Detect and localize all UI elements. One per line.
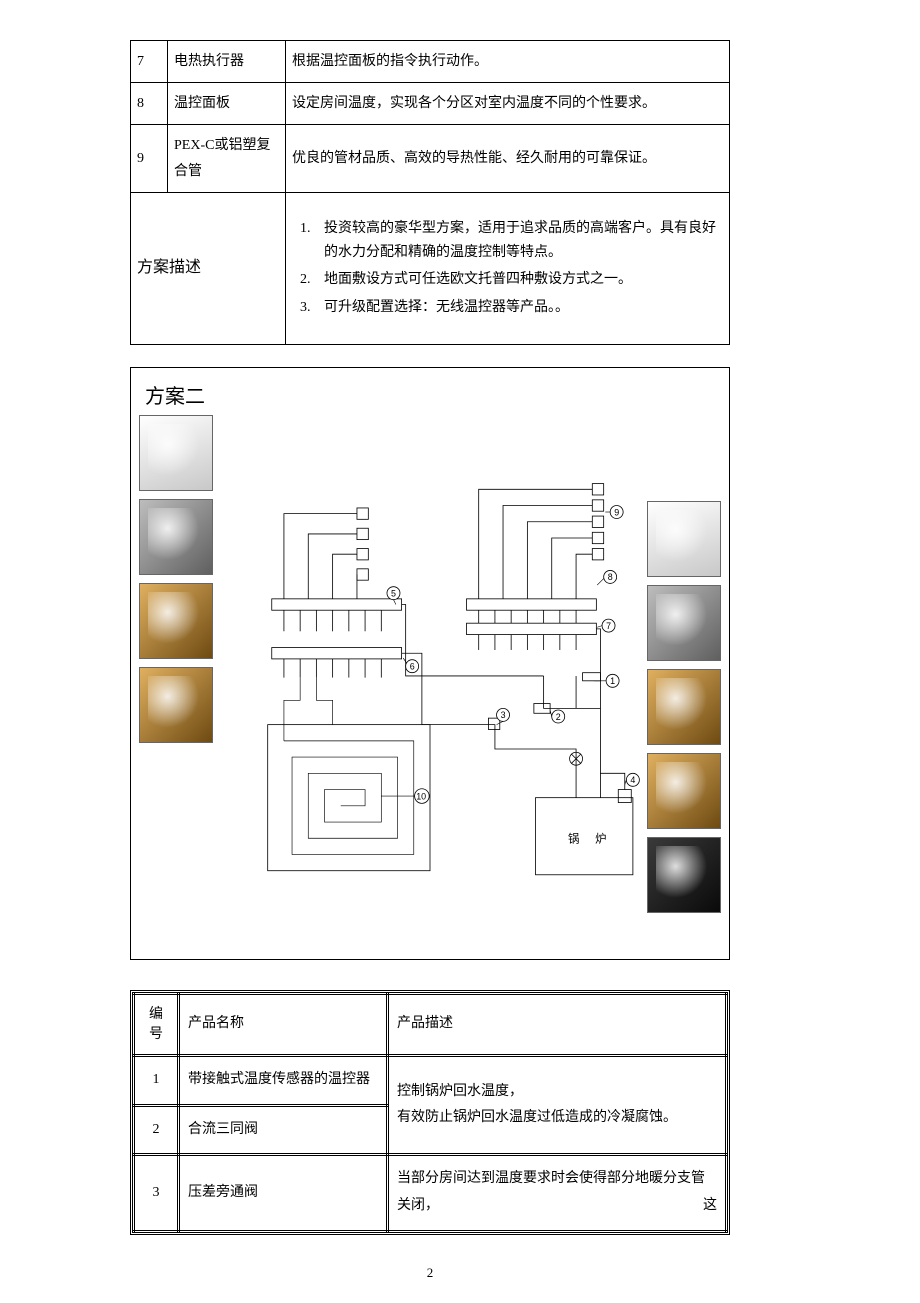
- col-header-name: 产品名称: [179, 993, 388, 1055]
- product-photo: [139, 583, 213, 659]
- product-photo: [647, 501, 721, 577]
- table-header-row: 编号 产品名称 产品描述: [134, 993, 727, 1055]
- svg-text:3: 3: [501, 710, 506, 720]
- row-number: 3: [134, 1155, 179, 1231]
- row-number: 2: [134, 1105, 179, 1155]
- product-table: 编号 产品名称 产品描述 1 带接触式温度传感器的温控器 控制锅炉回水温度， 有…: [132, 992, 728, 1233]
- boiler: 锅 炉: [536, 798, 633, 875]
- scheme-desc: 投资较高的豪华型方案，适用于追求品质的高端客户。具有良好的水力分配和精确的温度控…: [286, 192, 730, 344]
- product-photo: [647, 585, 721, 661]
- svg-text:5: 5: [391, 588, 396, 598]
- scheme-item: 投资较高的豪华型方案，适用于追求品质的高端客户。具有良好的水力分配和精确的温度控…: [314, 217, 723, 265]
- row-name: 压差旁通阀: [179, 1155, 388, 1231]
- svg-text:锅 炉: 锅 炉: [568, 831, 613, 845]
- svg-text:9: 9: [614, 507, 619, 517]
- row-name: 合流三同阀: [179, 1105, 388, 1155]
- row-desc: 优良的管材品质、高效的导热性能、经久耐用的可靠保证。: [286, 125, 730, 192]
- table-row: 7 电热执行器 根据温控面板的指令执行动作。: [131, 41, 730, 83]
- product-photo: [647, 669, 721, 745]
- right-manifold: [467, 484, 604, 650]
- row-number: 8: [131, 83, 168, 125]
- table-row: 8 温控面板 设定房间温度，实现各个分区对室内温度不同的个性要求。: [131, 83, 730, 125]
- col-header-desc: 产品描述: [388, 993, 727, 1055]
- product-photo: [139, 499, 213, 575]
- diagram-box: 方案二: [130, 367, 730, 960]
- svg-text:7: 7: [606, 621, 611, 631]
- floor-heating-coil: [268, 678, 430, 871]
- product-photo: [647, 753, 721, 829]
- svg-text:10: 10: [416, 791, 426, 801]
- product-photo: [139, 415, 213, 491]
- row-desc: 根据温控面板的指令执行动作。: [286, 41, 730, 83]
- desc-line: 有效防止锅炉回水温度过低造成的冷凝腐蚀。: [397, 1110, 677, 1125]
- table-row: 3 压差旁通阀 当部分房间达到温度要求时会使得部分地暖分支管关闭， 这: [134, 1155, 727, 1231]
- component-table: 7 电热执行器 根据温控面板的指令执行动作。 8 温控面板 设定房间温度，实现各…: [130, 40, 730, 345]
- scheme-label: 方案描述: [131, 192, 286, 344]
- product-photo: [647, 837, 721, 913]
- photo-column-right: [647, 415, 721, 945]
- desc-tail: 这: [703, 1193, 717, 1220]
- table-row: 1 带接触式温度传感器的温控器 控制锅炉回水温度， 有效防止锅炉回水温度过低造成…: [134, 1056, 727, 1106]
- svg-text:8: 8: [608, 572, 613, 582]
- row-desc: 当部分房间达到温度要求时会使得部分地暖分支管关闭， 这: [388, 1155, 727, 1231]
- diagram-title: 方案二: [139, 376, 721, 415]
- scheme-row: 方案描述 投资较高的豪华型方案，适用于追求品质的高端客户。具有良好的水力分配和精…: [131, 192, 730, 344]
- desc-main: 当部分房间达到温度要求时会使得部分地暖分支管关闭，: [397, 1171, 705, 1213]
- left-manifold: [272, 508, 402, 678]
- scheme-item: 地面敷设方式可任选欧文托普四种敷设方式之一。: [314, 268, 723, 292]
- svg-text:2: 2: [556, 712, 561, 722]
- row-desc: 设定房间温度，实现各个分区对室内温度不同的个性要求。: [286, 83, 730, 125]
- row-name: PEX-C或铝塑复合管: [168, 125, 286, 192]
- table-row: 9 PEX-C或铝塑复合管 优良的管材品质、高效的导热性能、经久耐用的可靠保证。: [131, 125, 730, 192]
- svg-text:1: 1: [610, 676, 615, 686]
- product-photo: [139, 667, 213, 743]
- page-number: 2: [130, 1265, 730, 1281]
- row-name: 温控面板: [168, 83, 286, 125]
- row-number: 1: [134, 1056, 179, 1106]
- row-desc-merged: 控制锅炉回水温度， 有效防止锅炉回水温度过低造成的冷凝腐蚀。: [388, 1056, 727, 1155]
- col-header-number: 编号: [134, 993, 179, 1055]
- scheme-item: 可升级配置选择：无线温控器等产品。。: [314, 296, 723, 320]
- svg-text:6: 6: [410, 661, 415, 671]
- row-name: 带接触式温度传感器的温控器: [179, 1056, 388, 1106]
- row-number: 7: [131, 41, 168, 83]
- row-name: 电热执行器: [168, 41, 286, 83]
- system-schematic: 锅 炉 1 2 3 4 5 6 7 8 9 10: [219, 415, 641, 945]
- desc-line: 控制锅炉回水温度，: [397, 1084, 523, 1099]
- row-number: 9: [131, 125, 168, 192]
- svg-text:4: 4: [630, 775, 635, 785]
- photo-column-left: [139, 415, 213, 945]
